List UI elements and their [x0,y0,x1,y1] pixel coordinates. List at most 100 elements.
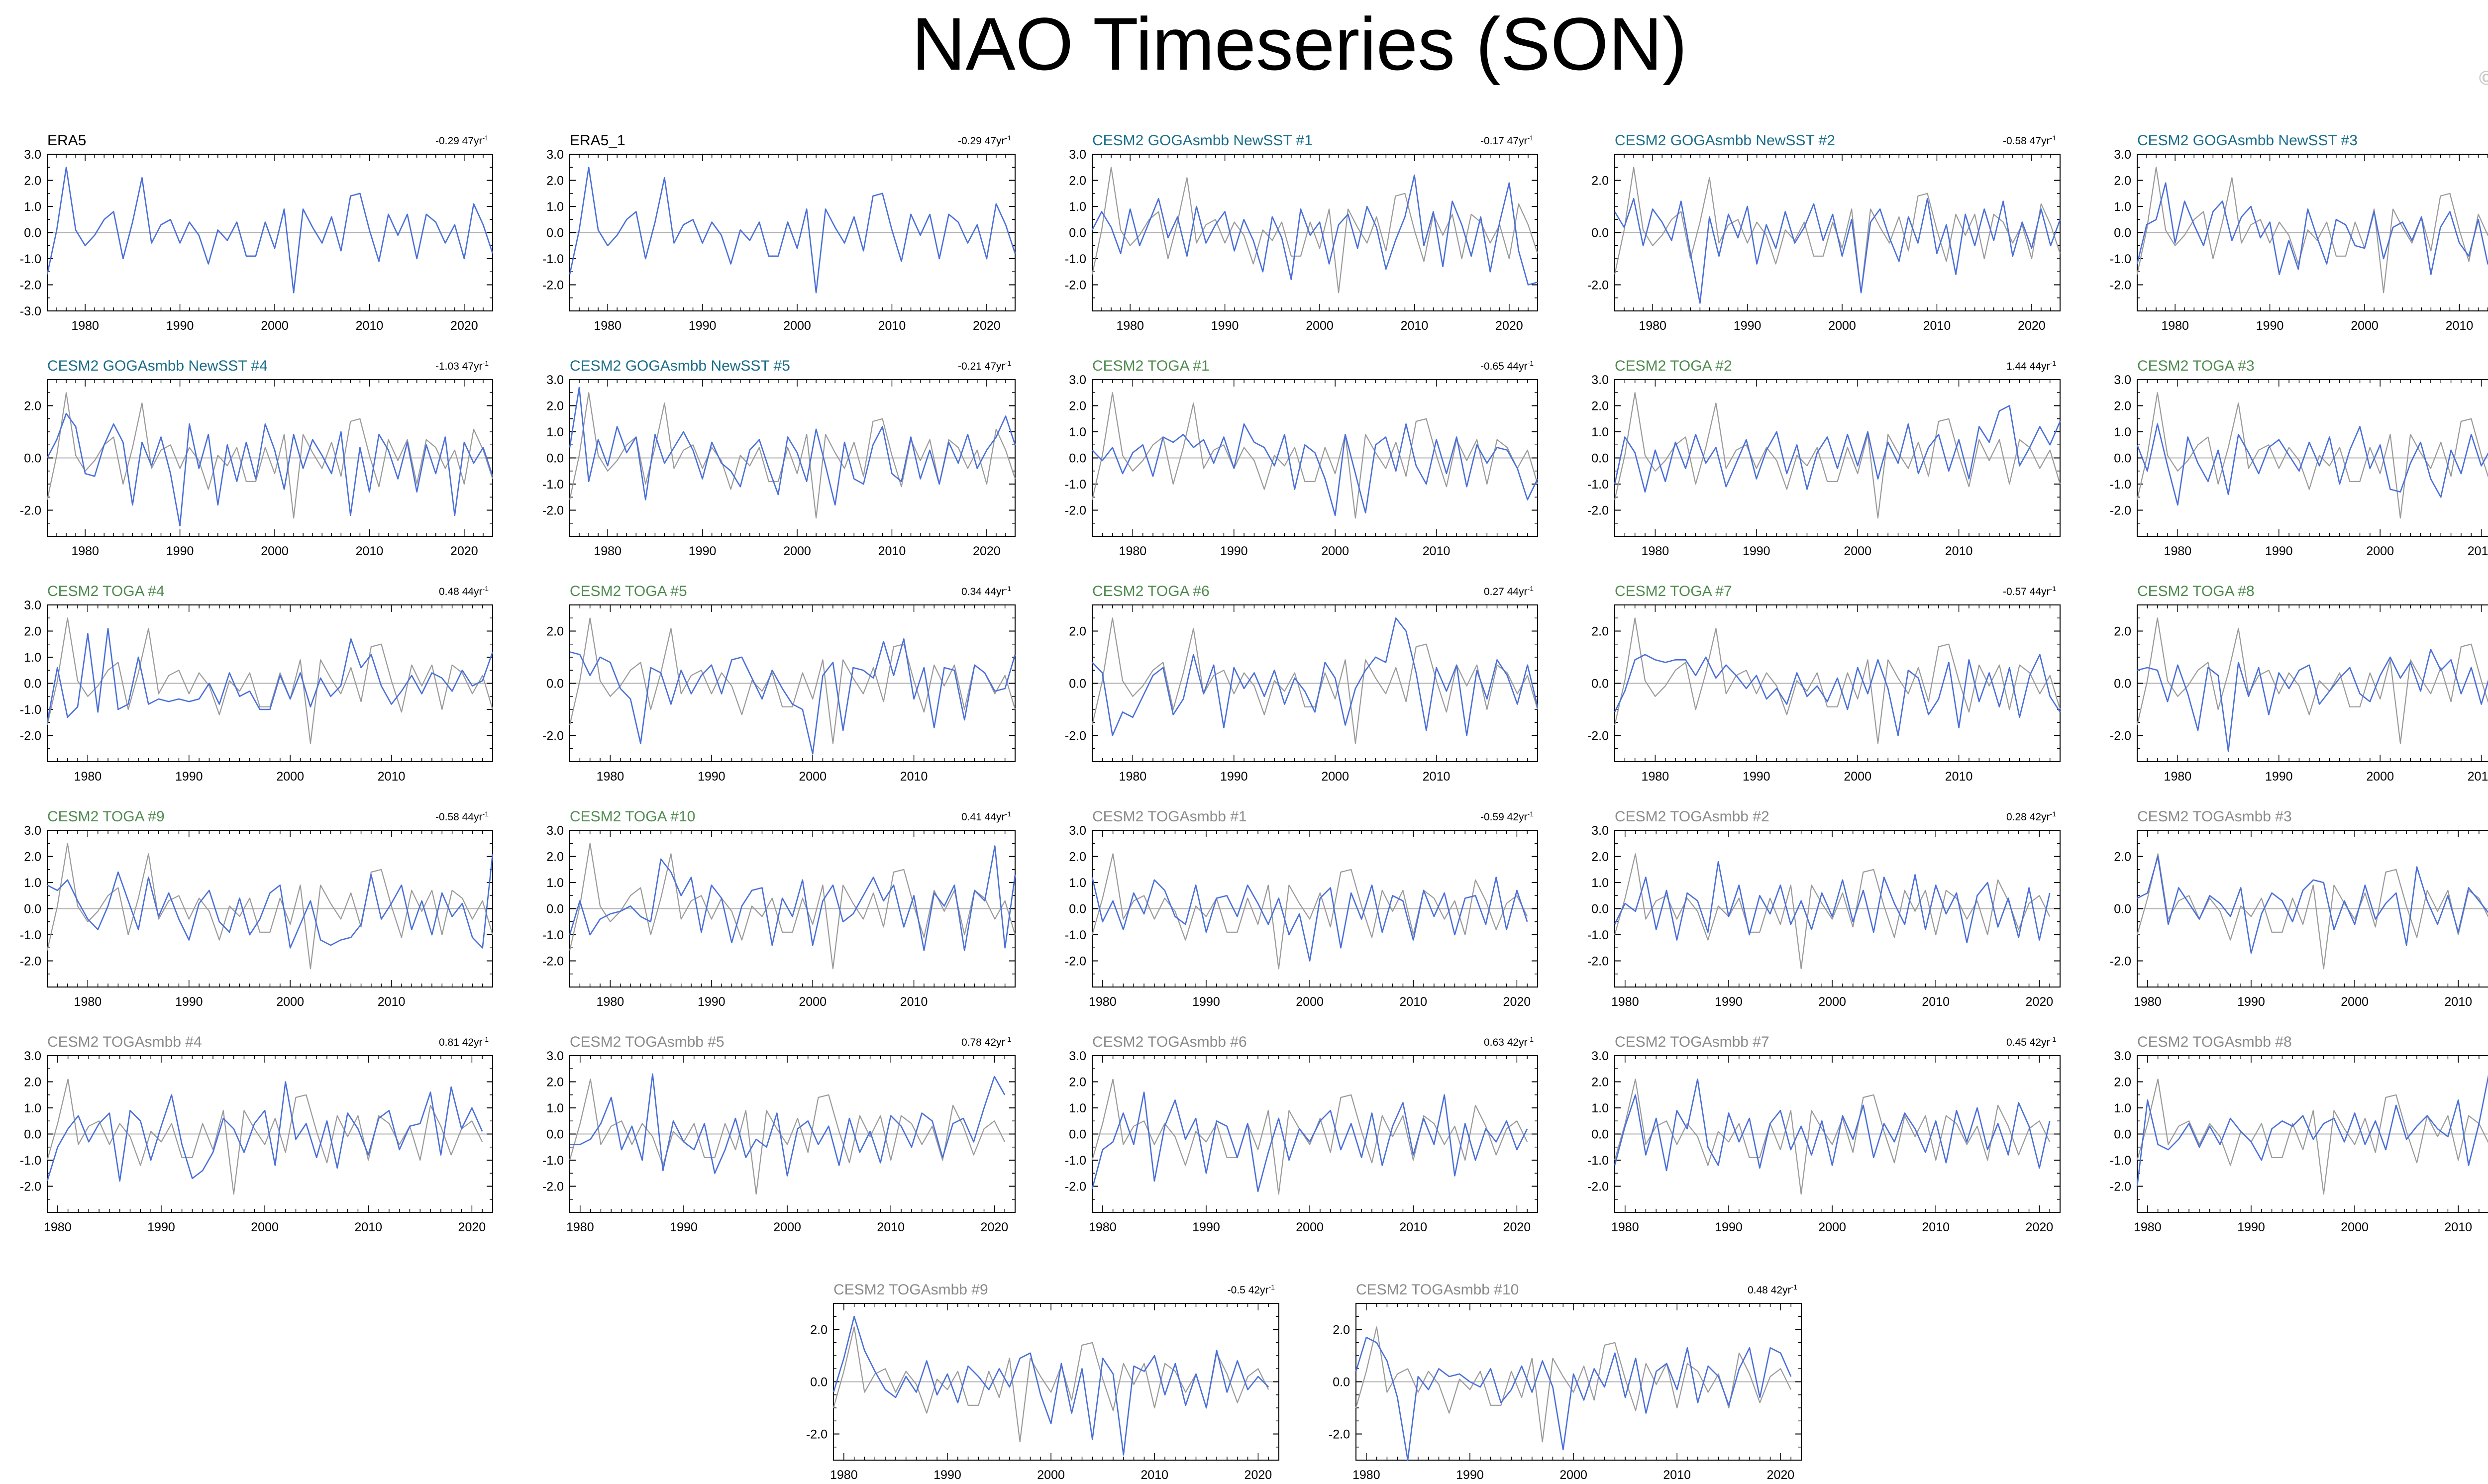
simulated-series-line [1091,877,1528,962]
y-tick-label: -2.0 [2110,1180,2131,1194]
trend-superscript: -1 [2050,810,2057,818]
simulated-series-line [1092,617,1539,736]
observed-series-line [2136,853,2488,970]
panel-title: CESM2 TOGAsmbb #6 [1092,1034,1247,1050]
observed-series-line [2136,392,2488,519]
x-tick-label: 1980 [74,995,102,1009]
y-tick-label: 0.0 [810,1376,828,1389]
trend-superscript: -1 [1791,1283,1798,1291]
y-tick-label: 2.0 [1069,174,1086,188]
y-tick-label: 1.0 [1591,876,1609,890]
y-tick-label: 2.0 [1591,174,1609,188]
observed-series-line [1091,167,1539,294]
x-tick-label: 1980 [1639,319,1666,333]
chart-panel: CESM2 TOGA #5 0.34 44yr-1 2.0 0.0 -2.0 1980 19… [542,583,1016,784]
x-tick-label: 1990 [166,319,194,333]
trend-superscript: -1 [1005,359,1012,367]
y-tick-label: 2.0 [2114,399,2131,413]
x-tick-label: 1990 [1192,1220,1220,1234]
simulated-series-line [569,638,1016,755]
trend-label: 0.63 42yr-1 [1484,1035,1534,1048]
y-tick-label: -2.0 [20,955,41,969]
y-tick-label: 0.0 [1333,1376,1350,1389]
x-tick-label: 1980 [597,995,624,1009]
panel-title: CESM2 TOGAsmbb #2 [1615,808,1769,825]
y-tick-label: -2.0 [542,955,564,969]
trend-label: -0.57 44yr-1 [2003,585,2056,597]
simulated-series-line [1091,174,1538,286]
y-tick-label: 1.0 [24,876,41,890]
panel-title: CESM2 TOGA #9 [47,808,165,825]
x-tick-label: 2010 [1922,995,1950,1009]
x-tick-label: 1990 [1211,319,1239,333]
x-tick-label: 1980 [1611,995,1639,1009]
simulated-series-line [1614,198,2061,304]
x-tick-label: 1990 [147,1220,175,1234]
y-tick-label: 3.0 [2114,1049,2131,1063]
chart-panel: CESM2 TOGA #30.27 44yr-13.02.01.00.0-1.0… [2110,358,2488,558]
y-tick-label: -2.0 [542,729,564,743]
x-tick-label: 2010 [2444,995,2472,1009]
x-tick-label: 1980 [74,770,102,784]
x-tick-label: 1980 [597,770,624,784]
y-tick-label: 1.0 [1069,1101,1086,1115]
x-tick-label: 2000 [1828,319,1856,333]
y-tick-label: -2.0 [1587,1180,1609,1194]
figure-title: NAO Timeseries (SON) [912,2,1687,86]
x-tick-label: 2020 [450,544,478,558]
x-tick-label: 2020 [1503,995,1531,1009]
chart-panel: CESM2 TOGAsmbb #7 0.45 42yr-1 3.0 2.0 1.0 0.0… [1587,1034,2061,1234]
y-tick-label: -1.0 [542,252,564,266]
y-tick-label: 1.0 [24,200,41,214]
y-tick-label: 0.0 [546,226,564,240]
x-tick-label: 2020 [2026,1220,2054,1234]
trend-superscript: -1 [1528,134,1534,142]
y-tick-label: -1.0 [1065,478,1086,492]
x-tick-label: 2000 [276,995,304,1009]
y-tick-label: 0.0 [1069,226,1086,240]
y-tick-label: -1.0 [1065,1154,1086,1168]
y-tick-label: 1.0 [24,1101,41,1115]
simulated-series-line [1614,654,2061,736]
x-tick-label: 1990 [670,1220,698,1234]
y-tick-label: 1.0 [2114,1101,2131,1115]
x-tick-label: 1980 [1089,1220,1117,1234]
x-tick-label: 2020 [1495,319,1523,333]
y-tick-label: 3.0 [1591,824,1609,838]
x-tick-label: 2000 [783,544,811,558]
chart-panel: CESM2 TOGAsmbb #9 -0.5 42yr-1 2.0 0.0 -2.0 19… [806,1282,1279,1482]
y-tick-label: -2.0 [1587,504,1609,518]
x-tick-label: 2000 [261,544,289,558]
y-tick-label: -2.0 [2110,279,2131,293]
x-tick-label: 2010 [877,1220,905,1234]
chart-panel: CESM2 GOGAsmbb NewSST #4 -1.03 47yr-1 2.0 0… [20,358,494,558]
observed-series-line [1355,1326,1792,1443]
y-tick-label: -2.0 [1065,1180,1086,1194]
trend-superscript: -1 [1005,134,1012,142]
y-tick-label: -2.0 [1065,504,1086,518]
chart-panel: CESM2 GOGAsmbb NewSST #5 -0.21 47yr-1 3.0 2… [542,358,1016,558]
y-tick-label: -2.0 [20,279,41,293]
y-tick-label: 3.0 [546,1049,564,1063]
observed-series-line [1091,1079,1528,1195]
x-tick-label: 1990 [175,770,203,784]
x-tick-label: 2000 [2351,319,2379,333]
trend-label: 0.48 42yr-1 [1748,1283,1797,1296]
y-tick-label: 0.0 [546,677,564,691]
y-tick-label: -2.0 [2110,729,2131,743]
x-tick-label: 2010 [900,995,928,1009]
trend-label: -0.59 42yr-1 [1480,810,1534,823]
x-tick-label: 2010 [2446,319,2474,333]
x-tick-label: 1990 [2256,319,2284,333]
x-tick-label: 2010 [378,995,406,1009]
y-tick-label: -2.0 [1065,955,1086,969]
x-tick-label: 1980 [44,1220,72,1234]
x-tick-label: 2000 [1321,770,1349,784]
trend-label: 1.44 44yr-1 [2006,359,2056,372]
observed-series-line [2136,1079,2488,1195]
observed-series-line [1614,853,2051,970]
y-tick-label: 3.0 [1591,373,1609,387]
y-tick-label: 1.0 [1069,200,1086,214]
chart-panel: CESM2 TOGAsmbb #4 0.81 42yr-1 3.0 2.0 1.0 0.0… [20,1034,493,1234]
x-tick-label: 1990 [175,995,203,1009]
